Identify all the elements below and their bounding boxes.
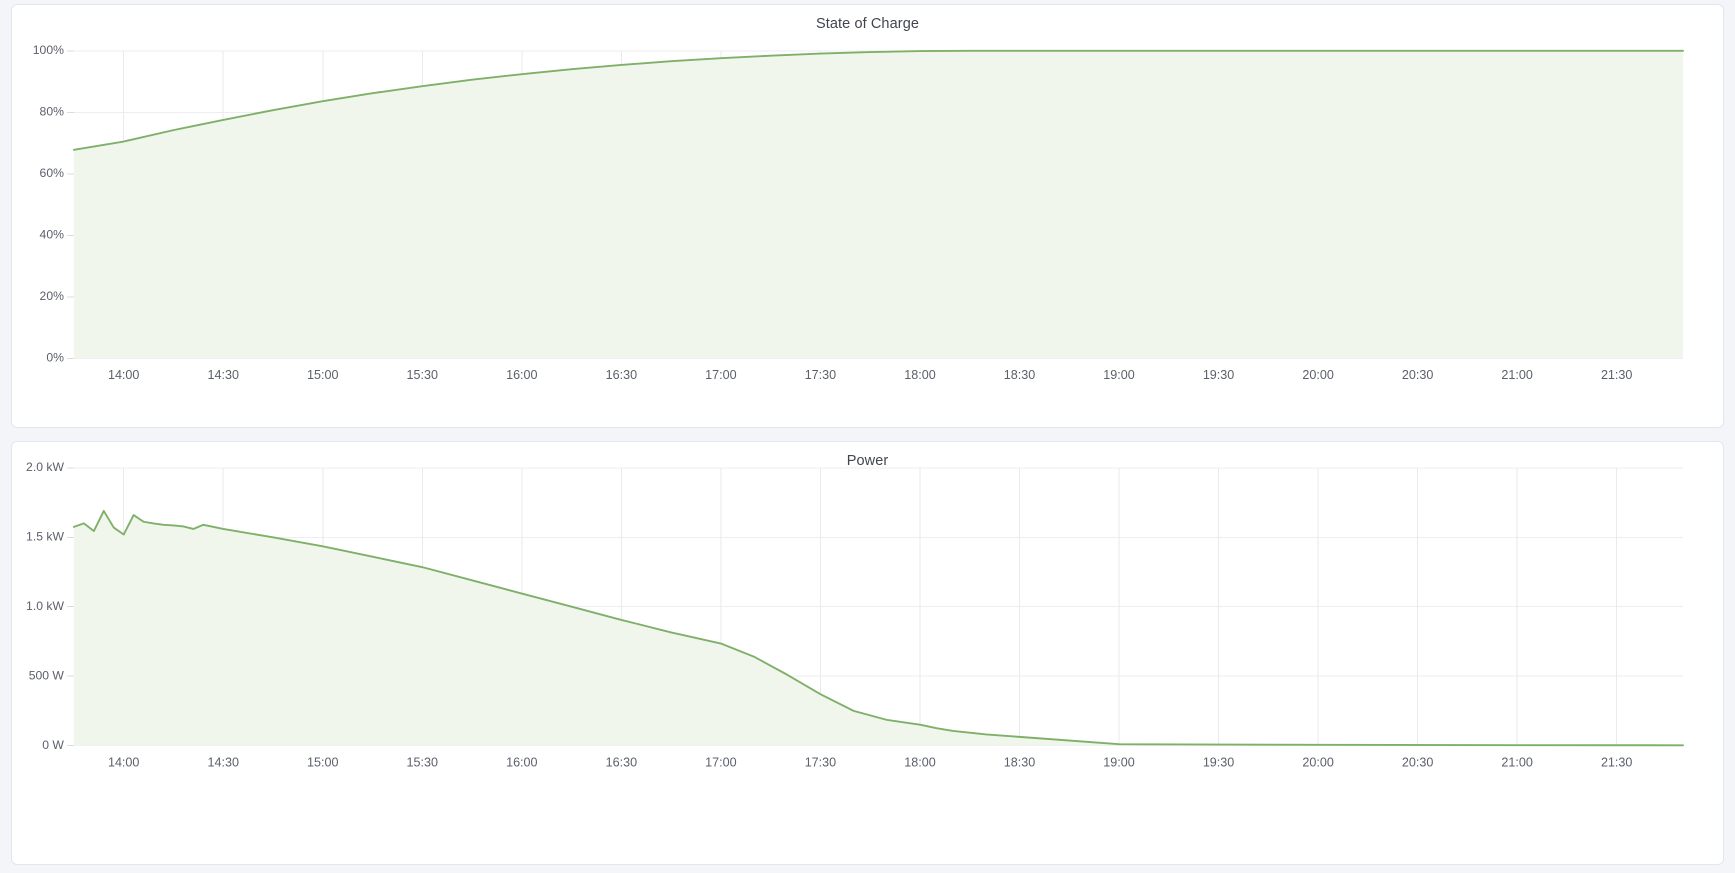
panel-power[interactable]: Power 0 W 500 W 1.0 kW 1.5 kW 2.0 kW 14:00 14…: [11, 441, 1724, 865]
panel-title-state-of-charge: State of Charge: [815, 16, 920, 32]
x-tick-label: 16:00: [506, 368, 537, 382]
x-tick-label: 18:30: [1004, 368, 1035, 382]
x-tick-label: 17:00: [705, 368, 736, 382]
x-axis-state-of-charge: 14:00 14:30 15:00 15:30 16:00 16:30 17:00 17:30…: [108, 368, 1632, 382]
x-tick-label: 14:30: [207, 755, 238, 769]
chart-svg-power: 0 W 500 W 1.0 kW 1.5 kW 2.0 kW 14:00 14:30 15:…: [26, 460, 1684, 769]
chart-state-of-charge[interactable]: 0% 20% 40% 60% 80% 100% 14:00 14:30 15:00 15:30 1…: [12, 5, 1723, 427]
x-tick-label: 21:30: [1601, 368, 1632, 382]
x-tick-label: 21:00: [1501, 368, 1532, 382]
x-tick-label: 20:00: [1302, 368, 1333, 382]
y-tick-label: 20%: [40, 289, 65, 303]
area-fill-state-of-charge: [73, 50, 1684, 359]
y-tick-label: 500 W: [29, 668, 65, 682]
x-tick-label: 20:30: [1402, 368, 1433, 382]
x-tick-label: 15:00: [307, 755, 338, 769]
y-tick-label: 0%: [46, 351, 64, 365]
x-tick-label: 16:30: [606, 368, 637, 382]
area-fill-power: [73, 510, 1684, 746]
panel-title-power: Power: [846, 453, 889, 469]
y-tick-label: 40%: [40, 228, 65, 242]
x-tick-label: 17:30: [805, 755, 836, 769]
data-line-state-of-charge: [72, 49, 1684, 151]
x-tick-label: 21:30: [1601, 755, 1632, 769]
x-tick-label: 20:00: [1302, 755, 1333, 769]
x-tick-label: 16:30: [606, 755, 637, 769]
y-tick-label: 2.0 kW: [26, 460, 64, 474]
x-tick-label: 19:30: [1203, 368, 1234, 382]
x-tick-label: 19:00: [1103, 368, 1134, 382]
x-tick-label: 15:30: [407, 368, 438, 382]
x-tick-label: 14:00: [108, 368, 139, 382]
x-tick-label: 15:00: [307, 368, 338, 382]
x-tick-label: 21:00: [1501, 755, 1532, 769]
x-tick-label: 19:00: [1103, 755, 1134, 769]
x-tick-label: 15:30: [407, 755, 438, 769]
data-line-power: [72, 509, 1684, 747]
y-tick-label: 1.5 kW: [26, 530, 64, 544]
y-axis-power: 0 W 500 W 1.0 kW 1.5 kW 2.0 kW: [26, 460, 74, 752]
x-tick-label: 17:00: [705, 755, 736, 769]
y-tick-label: 80%: [40, 105, 65, 119]
y-tick-label: 1.0 kW: [26, 599, 64, 613]
y-tick-label: 60%: [40, 166, 65, 180]
x-tick-label: 17:30: [805, 368, 836, 382]
x-tick-label: 20:30: [1402, 755, 1433, 769]
x-tick-label: 18:00: [904, 755, 935, 769]
x-tick-label: 14:00: [108, 755, 139, 769]
x-tick-label: 18:30: [1004, 755, 1035, 769]
y-axis-state-of-charge: 0% 20% 40% 60% 80% 100%: [33, 43, 74, 365]
x-tick-label: 18:00: [904, 368, 935, 382]
x-axis-power: 14:00 14:30 15:00 15:30 16:00 16:30 17:00 17:30…: [108, 755, 1632, 769]
y-tick-label: 0 W: [42, 738, 64, 752]
x-tick-label: 14:30: [207, 368, 238, 382]
y-tick-label: 100%: [33, 43, 64, 57]
chart-power[interactable]: 0 W 500 W 1.0 kW 1.5 kW 2.0 kW 14:00 14:30 15:…: [12, 442, 1723, 864]
x-tick-label: 19:30: [1203, 755, 1234, 769]
x-tick-label: 16:00: [506, 755, 537, 769]
panel-state-of-charge[interactable]: State of Charge 0% 20% 40% 60% 80% 100% 14:00…: [11, 4, 1724, 428]
chart-svg-state-of-charge: 0%20%40%60%80%100% 14:00 14:30 15:00 15:30 1…: [33, 43, 1684, 382]
